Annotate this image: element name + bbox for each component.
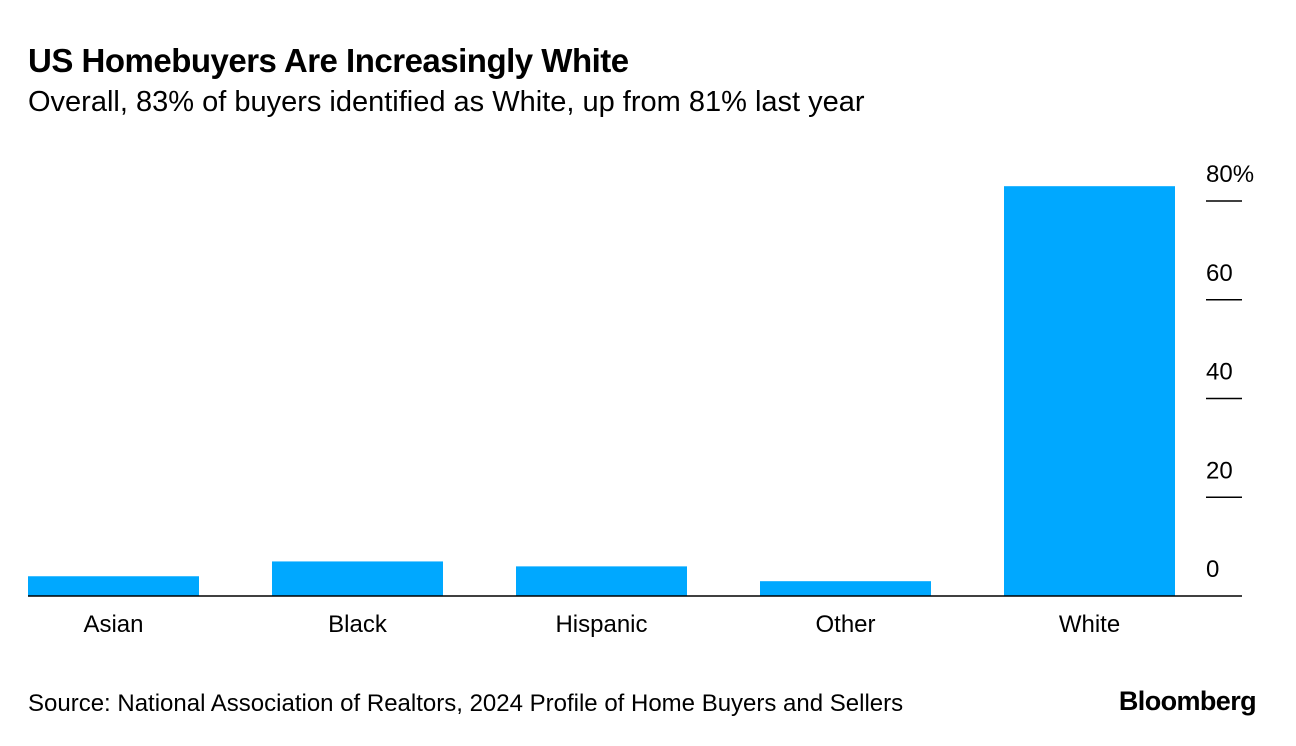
y-tick-label-40: 40 bbox=[1206, 359, 1233, 386]
x-tick-label-other: Other bbox=[815, 611, 875, 638]
x-axis-labels: Asian Black Hispanic Other White bbox=[83, 611, 1120, 638]
bloomberg-logo: Bloomberg bbox=[1118, 686, 1257, 716]
y-tick-label-60: 60 bbox=[1206, 260, 1233, 287]
chart-subtitle: Overall, 83% of buyers identified as Whi… bbox=[28, 86, 865, 118]
source-note: Source: National Association of Realtors… bbox=[28, 690, 904, 717]
bar-black bbox=[272, 561, 443, 596]
y-tick-label-80: 80% bbox=[1206, 161, 1254, 188]
x-tick-label-asian: Asian bbox=[83, 611, 143, 638]
x-tick-label-black: Black bbox=[328, 611, 388, 638]
bar-hispanic bbox=[516, 566, 687, 596]
bar-white bbox=[1004, 186, 1175, 596]
y-tick-label-20: 20 bbox=[1206, 457, 1233, 484]
bar-asian bbox=[28, 576, 199, 596]
bar-other bbox=[760, 581, 931, 596]
x-tick-label-white: White bbox=[1059, 611, 1120, 638]
y-tick-label-0: 0 bbox=[1206, 556, 1219, 583]
x-tick-label-hispanic: Hispanic bbox=[555, 611, 647, 638]
bars-group bbox=[28, 186, 1175, 596]
chart-title: US Homebuyers Are Increasingly White bbox=[28, 42, 629, 79]
y-axis: 0 20 40 60 80% bbox=[1206, 161, 1254, 583]
